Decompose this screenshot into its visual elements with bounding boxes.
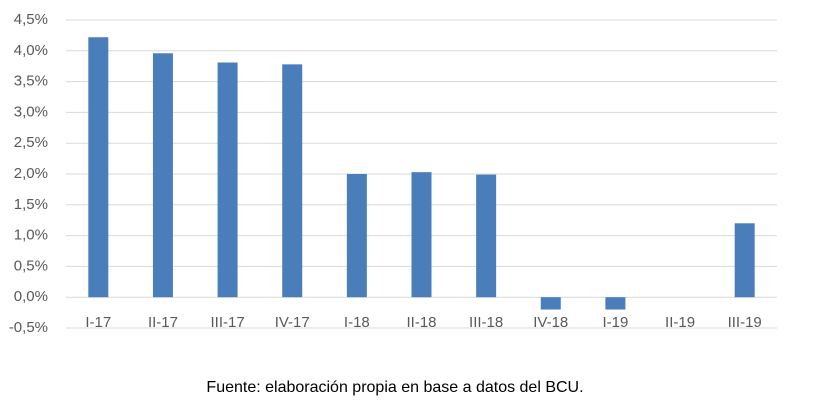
y-tick-label: 4,0% bbox=[14, 42, 48, 59]
y-tick-label: 1,0% bbox=[14, 227, 48, 244]
bar bbox=[476, 174, 497, 298]
y-tick-label: 3,0% bbox=[14, 103, 48, 120]
x-tick-label: I-19 bbox=[602, 314, 628, 331]
y-tick-label: 4,5% bbox=[14, 11, 48, 28]
y-tick-label: 2,5% bbox=[14, 134, 48, 151]
bar bbox=[346, 174, 367, 298]
y-tick-label: 2,0% bbox=[14, 165, 48, 182]
x-tick-label: III-17 bbox=[210, 314, 244, 331]
x-tick-label: III-19 bbox=[728, 314, 762, 331]
x-tick-label: IV-17 bbox=[275, 314, 310, 331]
x-tick-label: I-17 bbox=[85, 314, 111, 331]
bar bbox=[540, 297, 561, 310]
x-tick-label: III-18 bbox=[469, 314, 503, 331]
y-tick-label: 0,0% bbox=[14, 288, 48, 305]
bar bbox=[152, 53, 173, 298]
source-note: Fuente: elaboración propia en base a dat… bbox=[206, 379, 583, 396]
bar bbox=[411, 172, 432, 298]
x-tick-label: IV-18 bbox=[533, 314, 568, 331]
bar bbox=[734, 223, 755, 298]
x-tick-label: I-18 bbox=[344, 314, 370, 331]
x-tick-label: II-18 bbox=[406, 314, 436, 331]
x-tick-label: II-17 bbox=[148, 314, 178, 331]
bar bbox=[605, 297, 626, 310]
bar bbox=[282, 64, 303, 298]
bar bbox=[217, 62, 238, 298]
y-tick-label: -0,5% bbox=[9, 319, 48, 336]
y-tick-label: 3,5% bbox=[14, 73, 48, 90]
x-tick-label: II-19 bbox=[665, 314, 695, 331]
bar bbox=[88, 37, 109, 298]
y-tick-label: 0,5% bbox=[14, 257, 48, 274]
y-tick-label: 1,5% bbox=[14, 196, 48, 213]
